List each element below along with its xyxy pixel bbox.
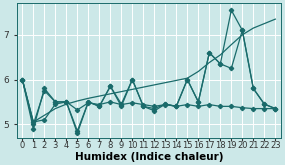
X-axis label: Humidex (Indice chaleur): Humidex (Indice chaleur) xyxy=(75,151,223,162)
